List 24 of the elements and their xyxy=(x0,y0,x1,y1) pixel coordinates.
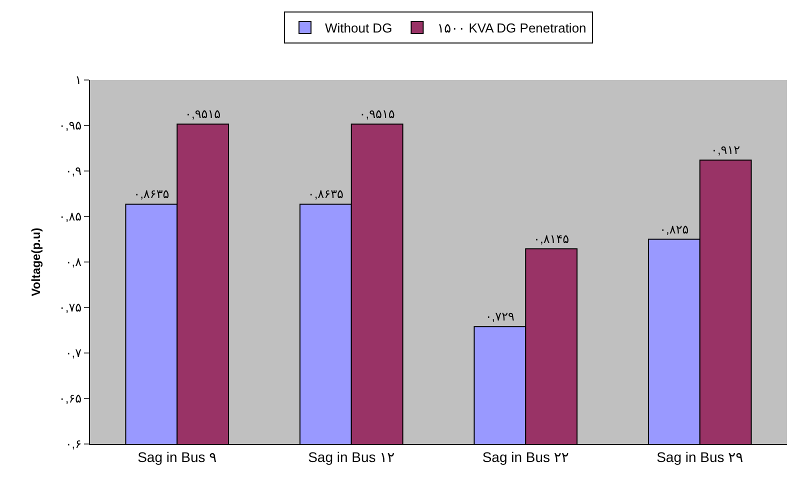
x-tick-label: Sag in Bus ۱۲ xyxy=(308,448,395,465)
x-tick-label: Sag in Bus ۹ xyxy=(138,448,217,465)
y-tick-label: ۰,۸ xyxy=(65,255,82,270)
data-label: ۰,۷۲۹ xyxy=(485,310,514,324)
data-label: ۰,۹۱۲ xyxy=(711,143,740,158)
y-tick-label: ۱ xyxy=(75,73,82,88)
y-tick-label: ۰,۷ xyxy=(65,346,82,360)
data-label: ۰,۹۵۱۵ xyxy=(359,107,395,122)
data-label: ۰,۸۱۴۵ xyxy=(534,232,570,246)
y-tick-label: ۰,۹۵ xyxy=(58,118,82,133)
y-axis-title: Voltage(p.u) xyxy=(29,228,44,296)
x-tick-label: Sag in Bus ۲۹ xyxy=(656,448,744,465)
legend-label: Without DG xyxy=(325,20,392,36)
y-tick-label: ۰,۸۵ xyxy=(58,210,82,224)
y-tick-label: ۰,۶۵ xyxy=(58,392,82,406)
x-tick-label: Sag in Bus ۲۲ xyxy=(482,448,569,465)
y-tick-label: ۰,۹ xyxy=(65,164,82,178)
data-label: ۰,۹۵۱۵ xyxy=(185,107,221,122)
legend-label: ۱۵۰۰ KVA DG Penetration xyxy=(437,20,586,36)
data-label: ۰,۸۶۳۵ xyxy=(308,187,344,202)
data-label: ۰,۸۲۵ xyxy=(660,222,689,236)
data-label: ۰,۸۶۳۵ xyxy=(134,187,170,202)
y-tick-label: ۰,۶ xyxy=(65,437,82,452)
y-tick-label: ۰,۷۵ xyxy=(58,300,82,315)
